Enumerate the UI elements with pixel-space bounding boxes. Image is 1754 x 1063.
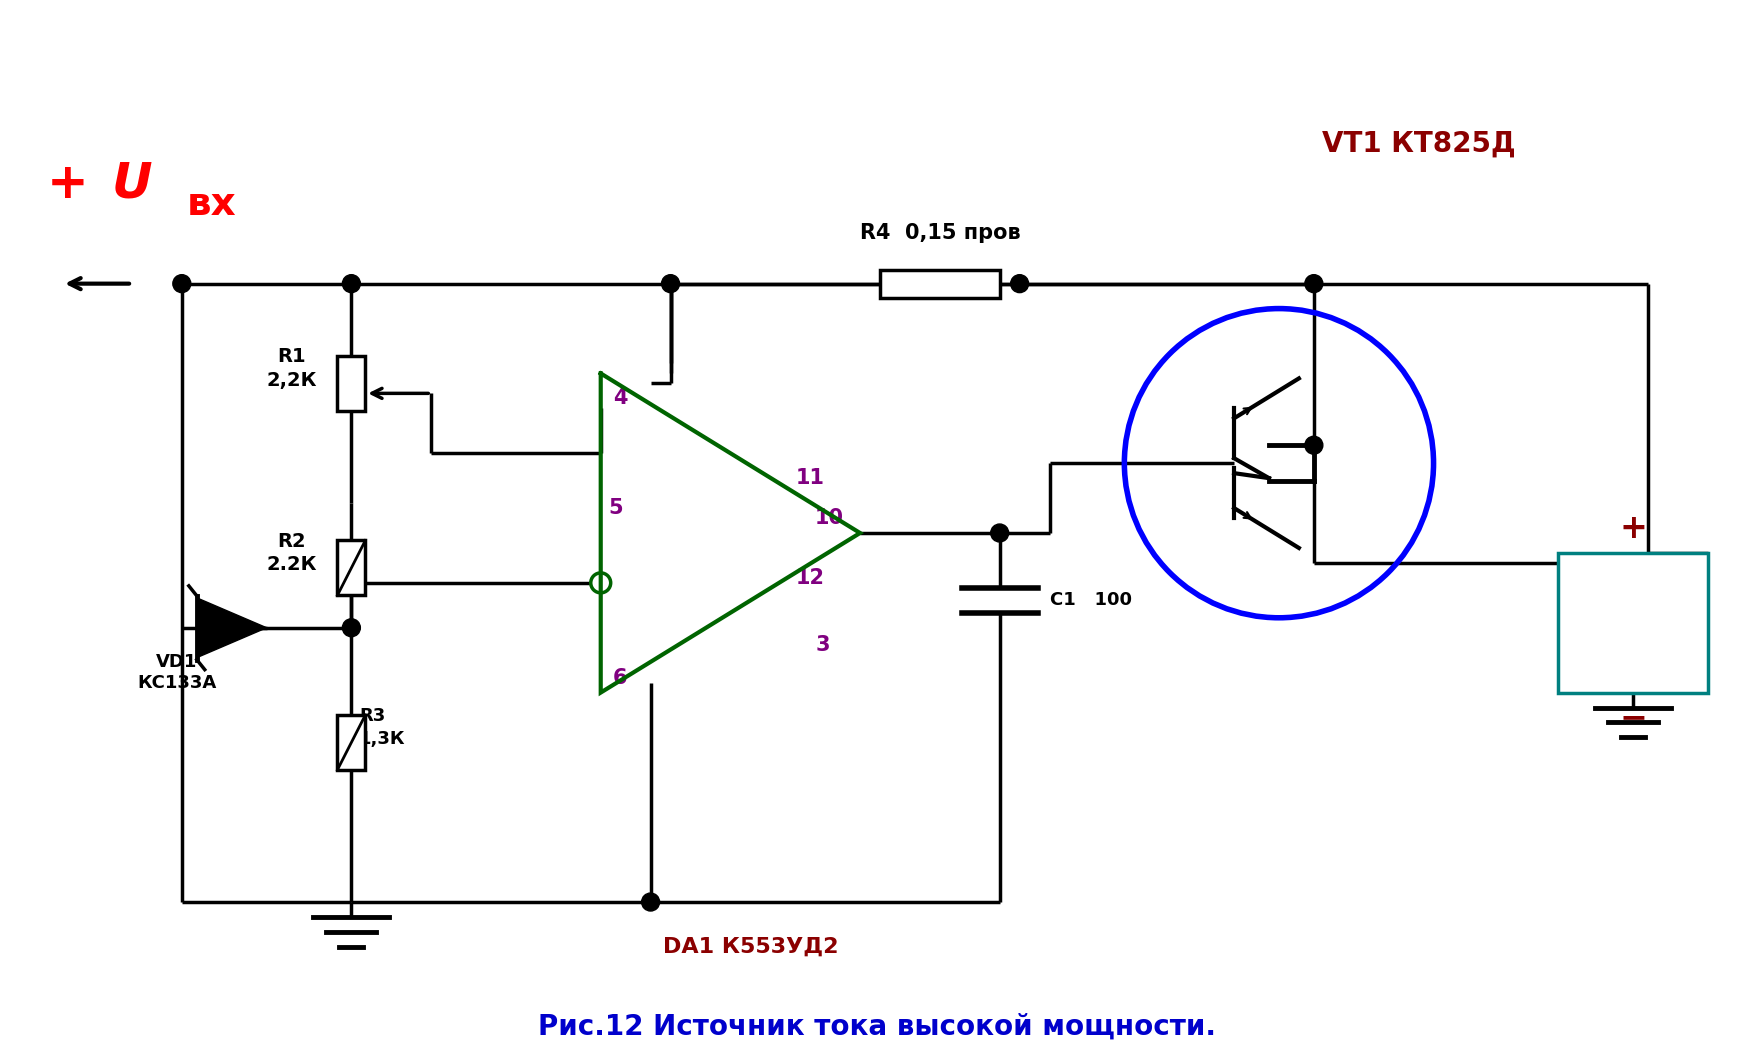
Text: 3: 3	[816, 635, 830, 655]
Circle shape	[661, 274, 679, 292]
Polygon shape	[196, 597, 267, 658]
Circle shape	[342, 619, 360, 637]
Bar	[337, 540, 365, 595]
Bar	[881, 270, 1000, 298]
Text: +: +	[47, 159, 89, 208]
Circle shape	[642, 893, 660, 911]
Text: R2
2.2К: R2 2.2К	[267, 532, 317, 574]
Text: +: +	[1619, 511, 1647, 544]
Text: −: −	[1619, 701, 1647, 735]
Text: 4: 4	[612, 388, 628, 408]
Circle shape	[342, 274, 360, 292]
Circle shape	[1305, 436, 1323, 454]
Text: 6: 6	[612, 668, 628, 688]
Text: 10: 10	[816, 508, 844, 528]
Circle shape	[991, 524, 1009, 542]
Text: U: U	[112, 159, 153, 208]
Bar	[1558, 553, 1708, 693]
Text: R1
2,2К: R1 2,2К	[267, 348, 317, 390]
Text: 5: 5	[609, 499, 623, 518]
Text: вх: вх	[188, 185, 237, 223]
Text: DA1 К553УД2: DA1 К553УД2	[663, 937, 838, 957]
Circle shape	[1010, 274, 1028, 292]
Text: R4  0,15 пров: R4 0,15 пров	[859, 223, 1021, 242]
Bar	[337, 356, 365, 410]
Circle shape	[174, 274, 191, 292]
Text: R3
1,3К: R3 1,3К	[360, 707, 405, 747]
Text: 12: 12	[795, 568, 824, 588]
Text: VD1
КС133А: VD1 КС133А	[137, 654, 216, 692]
Bar	[337, 715, 365, 770]
Circle shape	[1305, 274, 1323, 292]
Text: 11: 11	[795, 468, 824, 488]
Text: C1   100: C1 100	[1049, 591, 1131, 609]
Text: нагрузка: нагрузка	[1579, 612, 1687, 632]
Text: Рис.12 Источник тока высокой мощности.: Рис.12 Источник тока высокой мощности.	[538, 1013, 1216, 1041]
Text: VT1 КТ825Д: VT1 КТ825Д	[1323, 130, 1515, 158]
